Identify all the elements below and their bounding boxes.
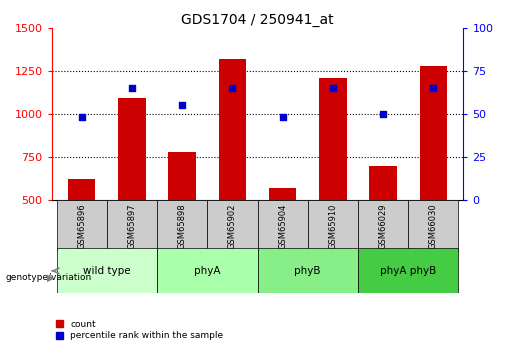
- Text: GSM65910: GSM65910: [329, 203, 337, 249]
- Text: GSM65896: GSM65896: [77, 203, 86, 249]
- FancyBboxPatch shape: [258, 248, 358, 293]
- Text: ▶: ▶: [47, 273, 55, 283]
- Bar: [168, 152, 196, 200]
- Text: phyA: phyA: [194, 266, 220, 276]
- Bar: [68, 179, 95, 200]
- Text: GSM65904: GSM65904: [278, 203, 287, 249]
- Text: genotype/variation: genotype/variation: [5, 273, 91, 282]
- FancyBboxPatch shape: [107, 200, 157, 252]
- Point: [178, 102, 186, 108]
- Bar: [319, 78, 347, 200]
- Legend: count, percentile rank within the sample: count, percentile rank within the sample: [56, 320, 224, 341]
- Point: [279, 115, 287, 120]
- FancyBboxPatch shape: [358, 200, 408, 252]
- FancyBboxPatch shape: [258, 200, 308, 252]
- Point: [128, 85, 136, 91]
- Text: phyB: phyB: [295, 266, 321, 276]
- FancyBboxPatch shape: [207, 200, 258, 252]
- FancyBboxPatch shape: [308, 200, 358, 252]
- FancyBboxPatch shape: [57, 248, 157, 293]
- Text: wild type: wild type: [83, 266, 131, 276]
- Text: GSM66029: GSM66029: [379, 203, 388, 249]
- Text: GSM66030: GSM66030: [429, 203, 438, 249]
- Point: [228, 85, 236, 91]
- Point: [78, 115, 86, 120]
- Text: GSM65897: GSM65897: [127, 203, 136, 249]
- FancyBboxPatch shape: [57, 200, 107, 252]
- Bar: [269, 188, 297, 200]
- Point: [429, 85, 437, 91]
- Bar: [420, 66, 447, 200]
- FancyBboxPatch shape: [358, 248, 458, 293]
- Bar: [218, 59, 246, 200]
- Point: [379, 111, 387, 117]
- Text: GSM65898: GSM65898: [178, 203, 186, 249]
- Bar: [118, 98, 146, 200]
- FancyBboxPatch shape: [408, 200, 458, 252]
- Title: GDS1704 / 250941_at: GDS1704 / 250941_at: [181, 12, 334, 27]
- FancyBboxPatch shape: [157, 248, 258, 293]
- Text: GSM65902: GSM65902: [228, 203, 237, 249]
- Bar: [369, 166, 397, 200]
- Text: phyA phyB: phyA phyB: [380, 266, 436, 276]
- Point: [329, 85, 337, 91]
- FancyBboxPatch shape: [157, 200, 207, 252]
